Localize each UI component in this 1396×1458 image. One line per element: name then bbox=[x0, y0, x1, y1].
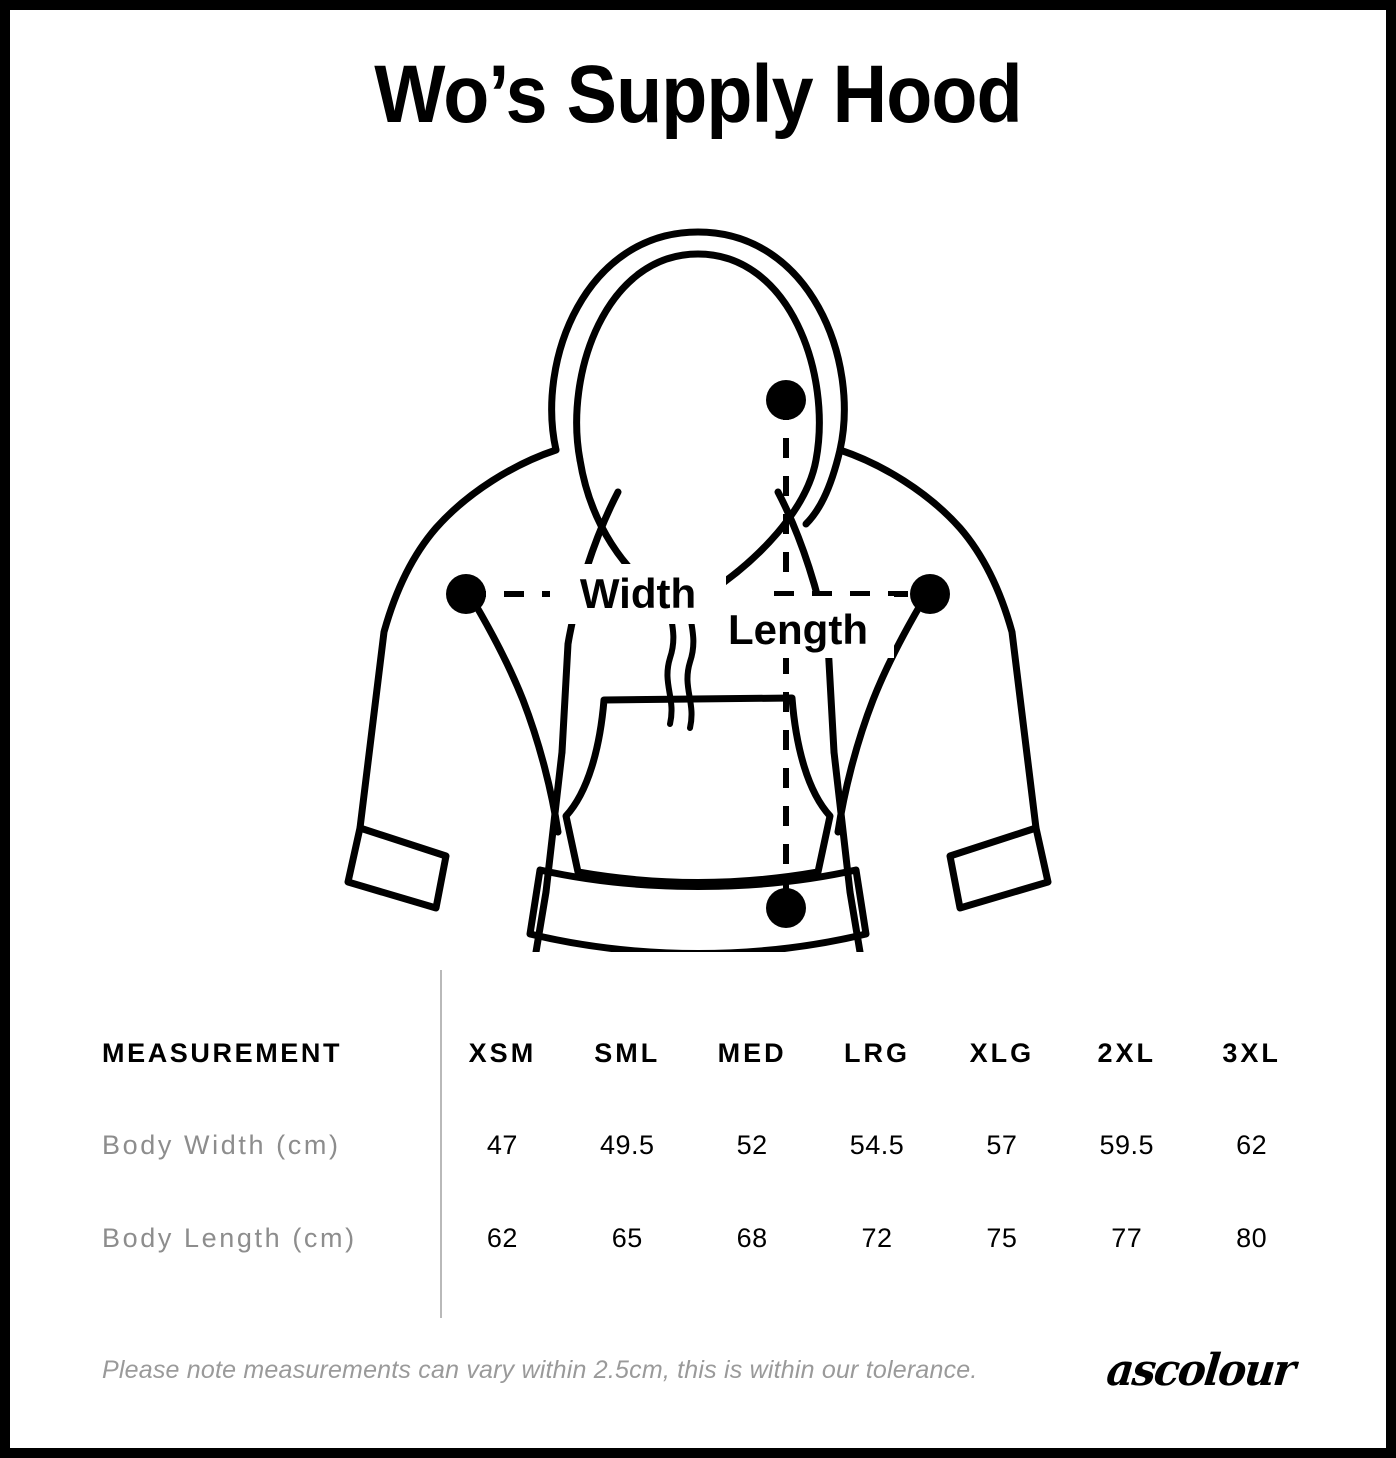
body-width-3xl: 62 bbox=[1236, 1129, 1268, 1160]
body-width-2xl: 59.5 bbox=[1099, 1129, 1154, 1160]
length-bottom-endpoint bbox=[766, 888, 806, 928]
ascolour-logo: ascolour bbox=[1104, 1344, 1297, 1396]
size-header-3xl: 3XL bbox=[1222, 1037, 1281, 1068]
size-header-sml: SML bbox=[594, 1037, 661, 1068]
body-length-xsm: 62 bbox=[486, 1222, 518, 1253]
table-divider bbox=[440, 970, 442, 1318]
body-width-sml: 49.5 bbox=[600, 1129, 655, 1160]
width-left-endpoint bbox=[446, 574, 486, 614]
body-length-med: 68 bbox=[736, 1222, 768, 1253]
width-right-endpoint bbox=[910, 574, 950, 614]
body-length-xlg: 75 bbox=[986, 1222, 1018, 1253]
body-length-sml: 65 bbox=[611, 1222, 643, 1253]
body-length-2xl: 77 bbox=[1111, 1222, 1143, 1253]
size-header-xsm: XSM bbox=[468, 1037, 537, 1068]
size-header-xlg: XLG bbox=[969, 1037, 1035, 1068]
body-length-values: 62 65 68 72 75 77 80 bbox=[440, 1223, 1314, 1254]
length-top-endpoint bbox=[766, 380, 806, 420]
table-row: Body Length (cm) 62 65 68 72 75 77 80 bbox=[92, 1218, 1314, 1258]
footer: Please note measurements can vary within… bbox=[102, 1344, 1298, 1396]
body-length-3xl: 80 bbox=[1236, 1222, 1268, 1253]
size-header-lrg: LRG bbox=[844, 1037, 910, 1068]
body-width-lrg: 54.5 bbox=[849, 1129, 905, 1160]
tolerance-note: Please note measurements can vary within… bbox=[102, 1355, 978, 1384]
width-label: Width bbox=[580, 570, 696, 617]
measurement-table: MEASUREMENT XSM SML MED LRG XLG 2XL 3XL … bbox=[92, 965, 1314, 1325]
size-header-2xl: 2XL bbox=[1097, 1037, 1156, 1068]
table-header-label: MEASUREMENT bbox=[102, 1037, 343, 1068]
length-label: Length bbox=[728, 606, 868, 653]
table-row: Body Width (cm) 47 49.5 52 54.5 57 59.5 … bbox=[92, 1125, 1314, 1165]
body-width-xsm: 47 bbox=[486, 1129, 518, 1160]
row-label-body-width: Body Width (cm) bbox=[102, 1129, 341, 1160]
hoodie-illustration: Width Length bbox=[318, 192, 1078, 952]
body-width-values: 47 49.5 52 54.5 57 59.5 62 bbox=[440, 1130, 1314, 1161]
size-header-med: MED bbox=[717, 1037, 787, 1068]
row-label-body-length: Body Length (cm) bbox=[102, 1222, 357, 1253]
body-length-lrg: 72 bbox=[861, 1222, 893, 1253]
table-header-row: MEASUREMENT XSM SML MED LRG XLG 2XL 3XL bbox=[92, 1033, 1314, 1073]
page-title: Wo’s Supply Hood bbox=[374, 49, 1022, 140]
body-width-xlg: 57 bbox=[986, 1129, 1018, 1160]
body-width-med: 52 bbox=[736, 1129, 768, 1160]
chart-canvas: Wo’s Supply Hood bbox=[10, 10, 1386, 1448]
size-header-cells: XSM SML MED LRG XLG 2XL 3XL bbox=[440, 1038, 1314, 1069]
